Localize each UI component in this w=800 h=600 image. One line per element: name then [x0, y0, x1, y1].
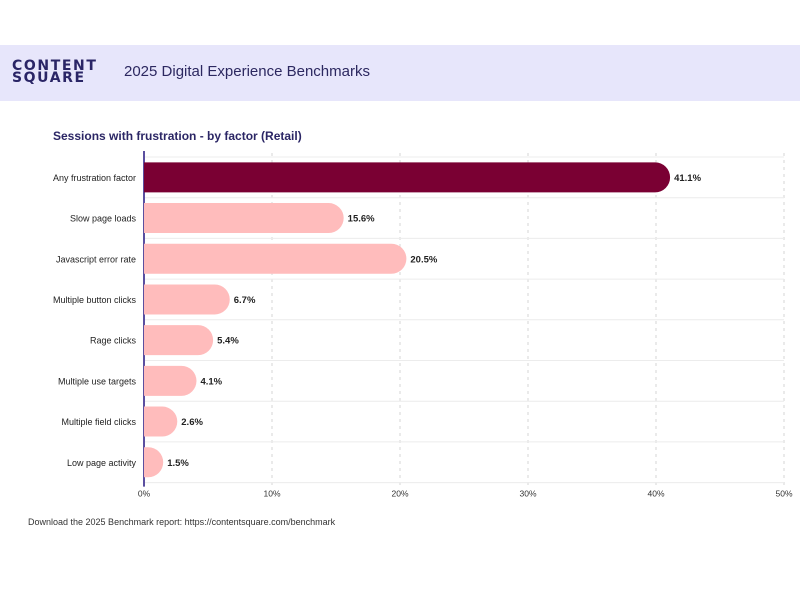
bar-javascript-error-rate	[144, 243, 407, 274]
bar-any-frustration-factor	[144, 162, 671, 193]
x-tick-label: 40%	[647, 489, 664, 499]
value-label: 4.1%	[200, 376, 222, 387]
value-label: 15.6%	[348, 214, 375, 225]
x-tick-label: 10%	[263, 489, 280, 499]
category-label: Slow page loads	[70, 214, 137, 224]
value-label: 41.1%	[674, 173, 701, 184]
category-label: Multiple use targets	[58, 376, 137, 386]
bar-low-page-activity	[144, 447, 164, 478]
x-tick-label: 20%	[391, 489, 408, 499]
category-label: Rage clicks	[90, 336, 137, 346]
x-axis-ticks: 0% 10% 20% 30% 40% 50%	[138, 489, 793, 499]
bar-multiple-button-clicks	[144, 284, 230, 315]
value-label: 2.6%	[181, 417, 203, 428]
footer-note: Download the 2025 Benchmark report: http…	[28, 517, 336, 527]
contentsquare-logo: CONTENT SQUARE	[12, 58, 98, 86]
logo-line-1: CONTENT	[12, 58, 98, 74]
bar-multiple-field-clicks	[144, 406, 178, 437]
chart-title: Sessions with frustration - by factor (R…	[53, 129, 302, 143]
x-tick-label: 0%	[138, 489, 151, 499]
category-labels: Any frustration factor Slow page loads Jav…	[53, 173, 137, 468]
category-label: Multiple button clicks	[53, 295, 137, 305]
header-banner: CONTENT SQUARE 2025 Digital Experience B…	[0, 45, 800, 101]
value-label: 5.4%	[217, 336, 239, 347]
value-label: 6.7%	[234, 295, 256, 306]
x-tick-label: 30%	[519, 489, 536, 499]
category-label: Low page activity	[67, 458, 137, 468]
bar-multiple-use-targets	[144, 365, 197, 396]
grid-lines	[143, 151, 785, 487]
value-label: 20.5%	[410, 254, 437, 265]
category-label: Javascript error rate	[56, 254, 136, 264]
bars-group	[144, 162, 671, 478]
bar-rage-clicks	[144, 325, 214, 356]
logo-line-2: SQUARE	[12, 70, 86, 86]
value-label: 1.5%	[167, 458, 189, 469]
x-tick-label: 50%	[775, 489, 792, 499]
page-title: 2025 Digital Experience Benchmarks	[124, 63, 370, 80]
bar-slow-page-loads	[144, 203, 344, 234]
category-label: Multiple field clicks	[61, 417, 136, 427]
category-label: Any frustration factor	[53, 173, 136, 183]
value-labels: 41.1% 15.6% 20.5% 6.7% 5.4% 4.1% 2.6% 1.5%	[167, 173, 701, 469]
